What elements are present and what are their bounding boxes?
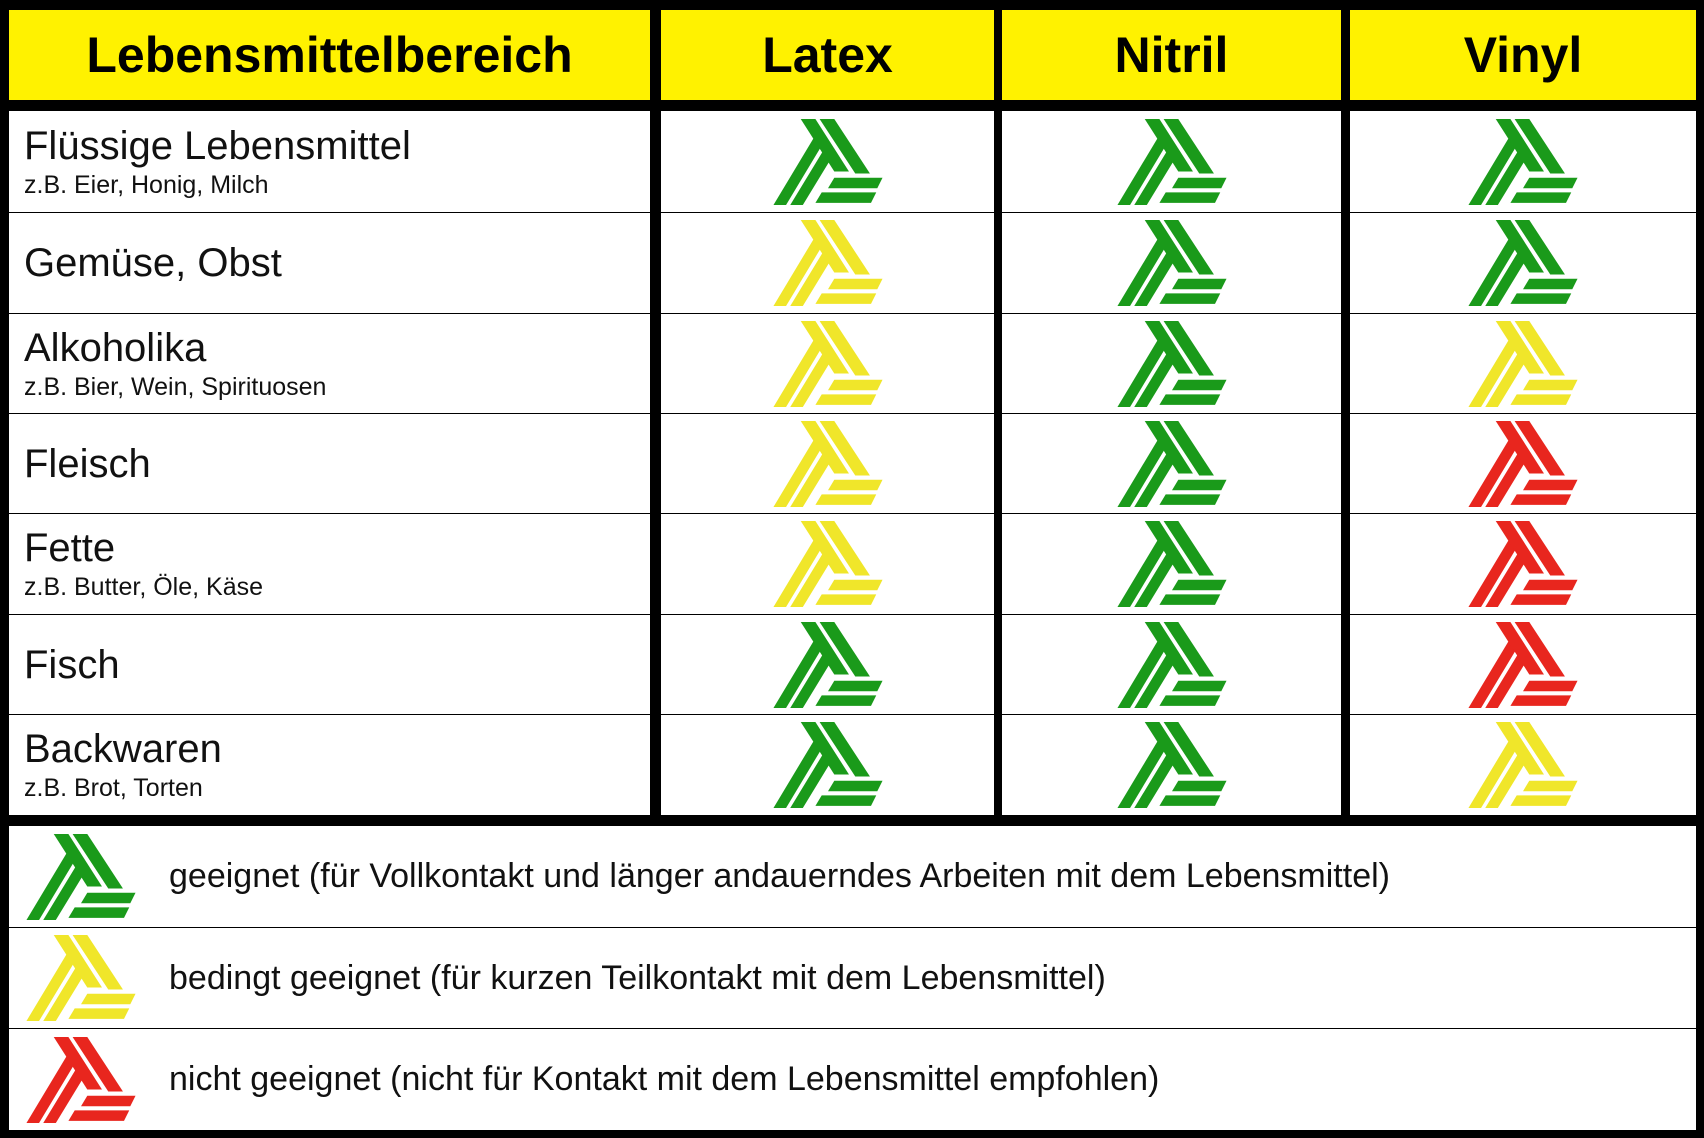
rating-cell bbox=[1002, 213, 1341, 313]
legend-item-green: geeignet (für Vollkontakt und länger and… bbox=[9, 826, 1696, 927]
rating-cell bbox=[1350, 715, 1696, 815]
row-label: Alkoholika z.B. Bier, Wein, Spirituosen bbox=[9, 314, 650, 413]
rating-green-icon bbox=[772, 621, 883, 708]
rating-yellow-icon bbox=[772, 521, 883, 607]
header-category: Lebensmittelbereich bbox=[9, 10, 650, 100]
food-examples: z.B. Bier, Wein, Spirituosen bbox=[24, 372, 327, 401]
rating-yellow-icon bbox=[772, 320, 883, 407]
rating-cell bbox=[1350, 213, 1696, 313]
rating-cell bbox=[661, 314, 994, 413]
rating-yellow-icon bbox=[772, 220, 883, 306]
rating-green-icon bbox=[1116, 320, 1227, 407]
rating-green-icon bbox=[1116, 220, 1227, 306]
legend-green-icon bbox=[26, 833, 136, 920]
food-category: Fisch bbox=[24, 642, 120, 687]
rating-cell bbox=[1350, 514, 1696, 614]
rating-green-icon bbox=[1116, 118, 1227, 205]
rating-cell bbox=[661, 414, 994, 513]
rating-yellow-icon bbox=[1468, 320, 1578, 407]
rating-cell bbox=[1002, 615, 1341, 714]
food-category: Gemüse, Obst bbox=[24, 241, 282, 285]
rating-yellow-icon bbox=[1468, 722, 1578, 808]
rating-green-icon bbox=[772, 118, 883, 205]
rating-cell bbox=[1350, 111, 1696, 212]
rating-green-icon bbox=[1116, 621, 1227, 708]
food-examples: z.B. Butter, Öle, Käse bbox=[24, 573, 264, 601]
food-examples: z.B. Eier, Honig, Milch bbox=[24, 170, 269, 199]
legend-text: nicht geeignet (nicht für Kontakt mit de… bbox=[169, 1060, 1160, 1098]
rating-cell bbox=[1350, 314, 1696, 413]
rating-yellow-icon bbox=[772, 420, 883, 507]
food-examples: z.B. Brot, Torten bbox=[24, 774, 203, 802]
legend-text: geeignet (für Vollkontakt und länger and… bbox=[169, 857, 1390, 895]
rating-cell bbox=[661, 715, 994, 815]
row-label: Fette z.B. Butter, Öle, Käse bbox=[9, 514, 650, 614]
food-category: Fleisch bbox=[24, 441, 151, 486]
row-label: Backwaren z.B. Brot, Torten bbox=[9, 715, 650, 815]
rating-green-icon bbox=[772, 722, 883, 808]
legend-item-red: nicht geeignet (nicht für Kontakt mit de… bbox=[9, 1029, 1696, 1130]
rating-cell bbox=[661, 615, 994, 714]
rating-red-icon bbox=[1468, 521, 1578, 607]
rating-green-icon bbox=[1116, 420, 1227, 507]
food-category: Backwaren bbox=[24, 727, 222, 771]
rating-cell bbox=[661, 514, 994, 614]
row-label: Gemüse, Obst bbox=[9, 213, 650, 313]
rating-cell bbox=[1002, 314, 1341, 413]
rating-cell bbox=[1350, 414, 1696, 513]
rating-cell bbox=[1002, 414, 1341, 513]
rating-cell bbox=[1350, 615, 1696, 714]
rating-green-icon bbox=[1116, 722, 1227, 808]
rating-cell bbox=[1002, 111, 1341, 212]
legend-red-icon bbox=[26, 1036, 136, 1123]
legend-text: bedingt geeignet (für kurzen Teilkontakt… bbox=[169, 958, 1106, 997]
food-category: Fette bbox=[24, 526, 116, 570]
header-latex: Latex bbox=[661, 10, 994, 100]
rating-green-icon bbox=[1116, 521, 1227, 607]
rating-cell bbox=[1002, 514, 1341, 614]
rating-green-icon bbox=[1468, 220, 1578, 306]
food-category: Flüssige Lebensmittel bbox=[24, 123, 411, 168]
row-label: Fisch bbox=[9, 615, 650, 714]
rating-green-icon bbox=[1468, 118, 1578, 205]
row-label: Fleisch bbox=[9, 414, 650, 513]
legend-item-yellow: bedingt geeignet (für kurzen Teilkontakt… bbox=[9, 928, 1696, 1028]
header-nitril: Nitril bbox=[1002, 10, 1341, 100]
rating-red-icon bbox=[1468, 420, 1578, 507]
rating-red-icon bbox=[1468, 621, 1578, 708]
rating-cell bbox=[661, 213, 994, 313]
header-vinyl: Vinyl bbox=[1350, 10, 1696, 100]
rating-cell bbox=[1002, 715, 1341, 815]
food-category: Alkoholika bbox=[24, 325, 207, 370]
rating-cell bbox=[661, 111, 994, 212]
row-label: Flüssige Lebensmittel z.B. Eier, Honig, … bbox=[9, 111, 650, 212]
legend-yellow-icon bbox=[26, 935, 136, 1021]
